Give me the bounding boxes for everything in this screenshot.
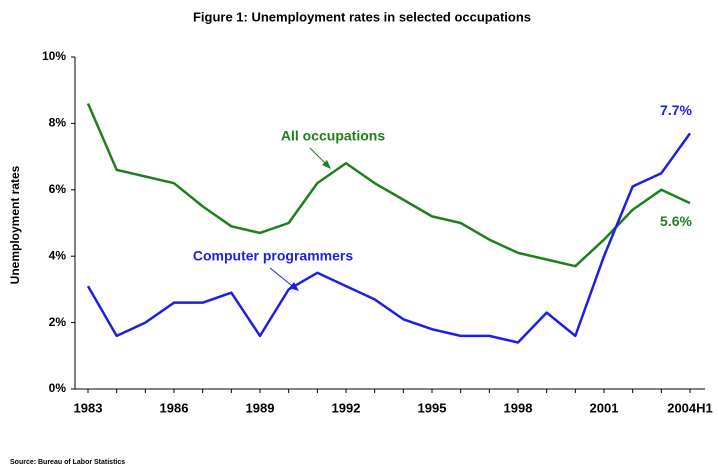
- y-tick-label: 8%: [49, 116, 67, 130]
- x-tick-label: 1986: [160, 400, 189, 415]
- source-note: Source: Bureau of Labor Statistics: [10, 459, 125, 466]
- y-tick-label: 4%: [49, 248, 67, 262]
- x-tick-label: 1989: [246, 400, 275, 415]
- value-label: 7.7%: [660, 102, 692, 118]
- x-tick-label: 1995: [418, 400, 447, 415]
- value-label: 5.6%: [660, 213, 692, 229]
- series-line: [86, 132, 692, 344]
- x-tick-label: 2001: [590, 400, 619, 415]
- series-label: All occupations: [281, 128, 385, 144]
- y-tick-label: 0%: [49, 381, 67, 395]
- y-tick-label: 10%: [42, 49, 66, 63]
- arrow-head: [322, 160, 331, 169]
- x-tick-label: 2004H1: [667, 400, 713, 415]
- series-label: Computer programmers: [193, 248, 353, 264]
- chart-title: Figure 1: Unemployment rates in selected…: [193, 9, 531, 24]
- x-tick-label: 1998: [504, 400, 533, 415]
- y-tick-label: 6%: [49, 182, 67, 196]
- y-tick-label: 2%: [49, 315, 67, 329]
- x-tick-label: 1983: [74, 400, 103, 415]
- y-axis-label: Unemployment rates: [8, 165, 22, 284]
- series-line: [86, 102, 691, 268]
- x-tick-label: 1992: [332, 400, 361, 415]
